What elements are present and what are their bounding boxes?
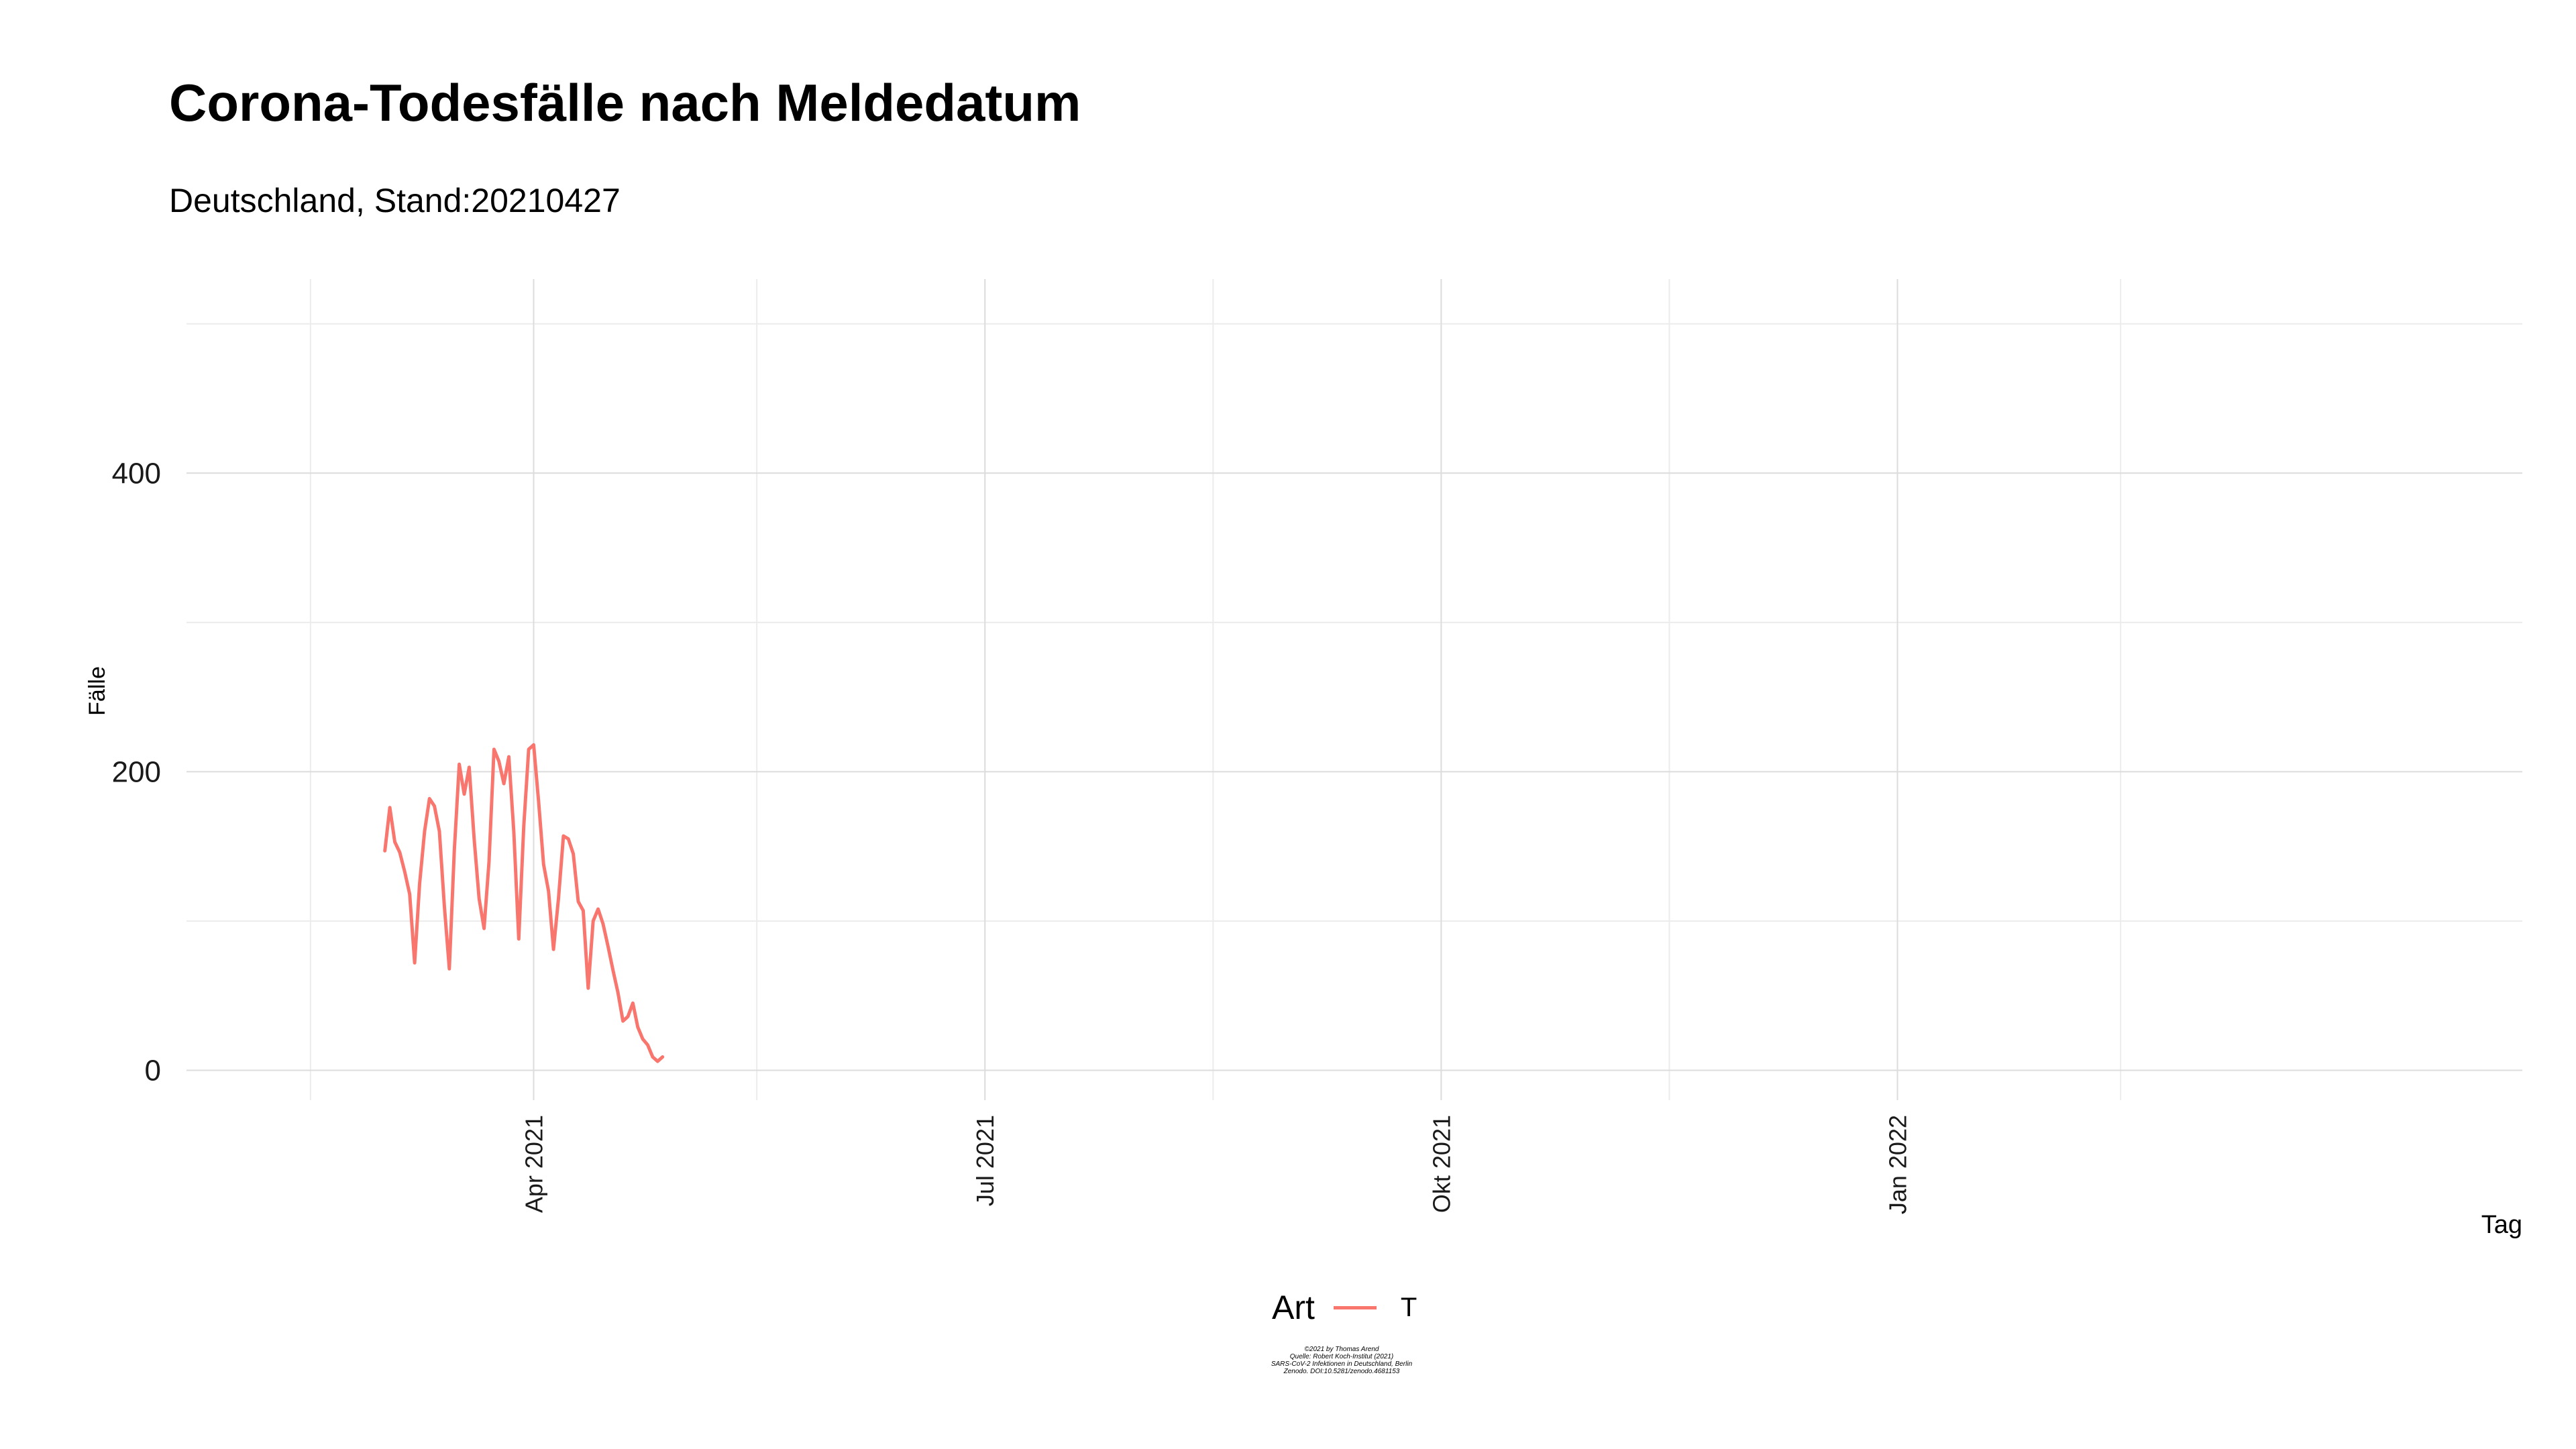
y-axis-tick-labels: 0 200 400 (112, 457, 161, 1087)
x-tick-label: Okt 2021 (1428, 1115, 1455, 1213)
legend-key-line (1333, 1305, 1377, 1309)
caption-line: Zenodo. DOI:10.5281/zenodo.4681153 (1283, 1368, 1400, 1375)
y-tick-label: 0 (145, 1054, 161, 1087)
legend-item-label: T (1400, 1292, 1417, 1322)
x-tick-label: Jul 2021 (971, 1115, 999, 1206)
legend-title: Art (1272, 1289, 1315, 1326)
x-axis-title: Tag (2481, 1211, 2522, 1239)
series-line-T (383, 743, 665, 1063)
grid-major-lines (186, 279, 2522, 1100)
x-tick-label: Jan 2022 (1884, 1115, 1912, 1214)
x-tick-label: Apr 2021 (520, 1115, 547, 1213)
series-layer (383, 743, 665, 1063)
y-tick-label: 200 (112, 755, 161, 788)
chart-subtitle: Deutschland, Stand:20210427 (169, 182, 621, 219)
chart-title: Corona-Todesfälle nach Meldedatum (169, 73, 1081, 132)
caption: ©2021 by Thomas Arend Quelle: Robert Koc… (671, 1346, 2012, 1375)
grid-minor-lines (186, 279, 2522, 1100)
caption-line: ©2021 by Thomas Arend (1304, 1346, 1379, 1353)
caption-line: SARS-CoV-2 Infektionen in Deutschland, B… (1271, 1360, 1413, 1368)
caption-line: Quelle: Robert Koch-Institut (2021) (1289, 1353, 1394, 1360)
y-tick-label: 400 (112, 457, 161, 490)
y-axis-title: Fälle (85, 666, 110, 716)
x-axis-tick-labels: Apr 2021 Jul 2021 Okt 2021 Jan 2022 (520, 1115, 1911, 1214)
legend: Art T (1272, 1288, 1417, 1327)
